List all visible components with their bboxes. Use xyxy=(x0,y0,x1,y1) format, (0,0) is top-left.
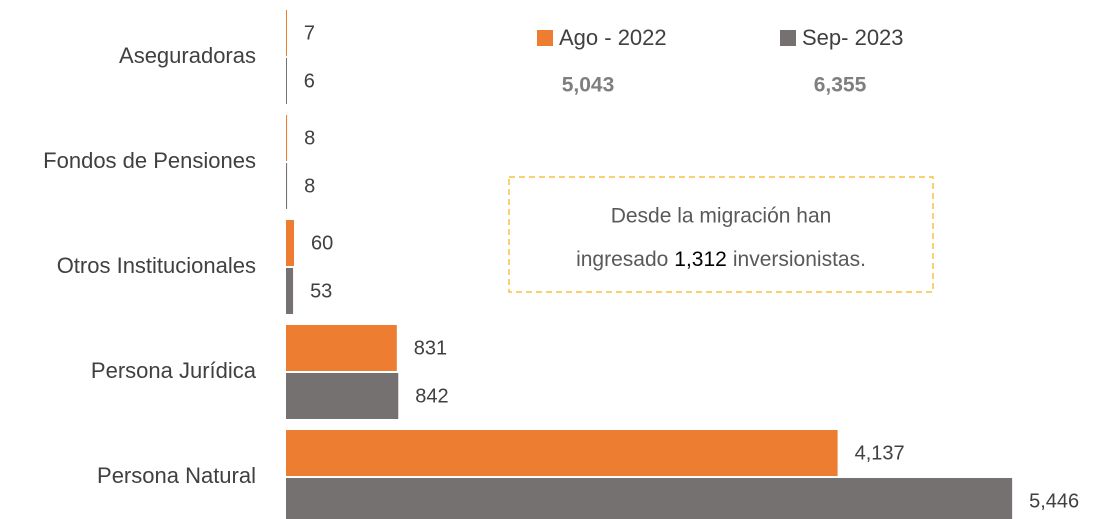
value-label: 53 xyxy=(310,280,332,302)
bar xyxy=(286,163,288,209)
value-label: 60 xyxy=(311,232,333,254)
bar xyxy=(286,268,294,314)
category-label: Persona Jurídica xyxy=(91,358,257,383)
series-total: 6,355 xyxy=(814,74,867,97)
bar xyxy=(286,478,1013,519)
value-label: 5,446 xyxy=(1029,490,1079,512)
bar xyxy=(286,430,838,476)
legend-swatch xyxy=(780,30,796,46)
annotation-text: ingresado xyxy=(576,248,668,271)
legend-label: Sep- 2023 xyxy=(802,25,904,50)
value-label: 831 xyxy=(414,337,447,359)
bar xyxy=(286,373,399,419)
annotation-box xyxy=(508,176,934,293)
category-label: Otros Institucionales xyxy=(57,253,256,278)
legend-swatch xyxy=(537,30,553,46)
value-label: 8 xyxy=(304,127,315,149)
value-label: 6 xyxy=(304,70,315,92)
value-label: 4,137 xyxy=(855,442,905,464)
bar xyxy=(286,325,397,371)
annotation-text: ingresado 1,312 inversionistas. xyxy=(576,248,866,271)
value-label: 7 xyxy=(304,22,315,44)
annotation-text: inversionistas. xyxy=(733,248,866,271)
category-label: Aseguradoras xyxy=(119,43,256,68)
category-label: Fondos de Pensiones xyxy=(43,148,256,173)
bar xyxy=(286,10,287,56)
category-label: Persona Natural xyxy=(97,463,256,488)
bar xyxy=(286,58,287,104)
annotation-highlight: 1,312 xyxy=(674,248,727,271)
annotation-text: Desde la migración han xyxy=(611,205,832,228)
value-label: 8 xyxy=(304,175,315,197)
bar xyxy=(286,220,294,266)
bar xyxy=(286,115,288,161)
legend-label: Ago - 2022 xyxy=(559,25,667,50)
series-total: 5,043 xyxy=(562,74,615,97)
value-label: 842 xyxy=(415,385,448,407)
